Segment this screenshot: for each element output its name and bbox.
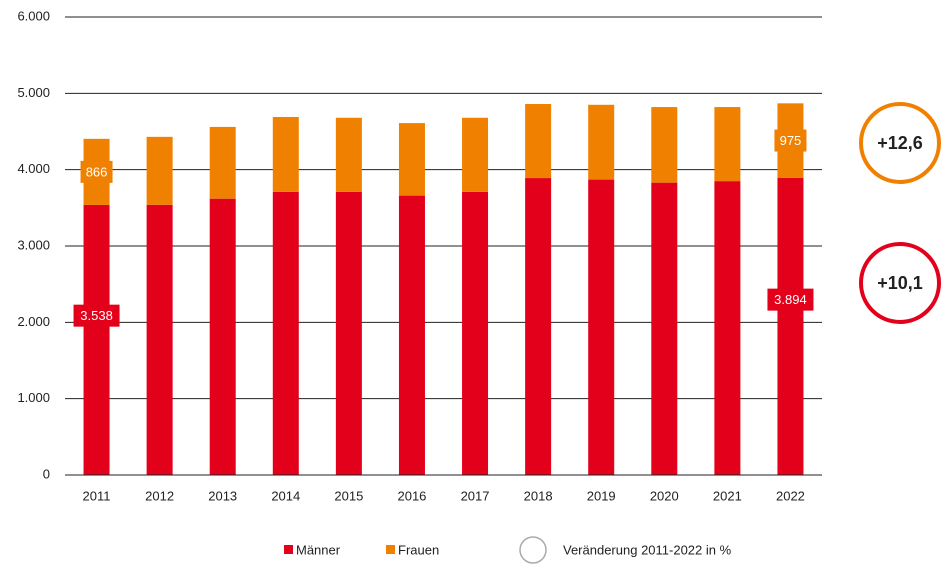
value-label-box [80, 160, 113, 183]
bar-segment [398, 123, 425, 196]
x-tick-label: 2021 [713, 488, 742, 503]
legend-label: Männer [296, 542, 341, 557]
bar-segment [83, 204, 110, 475]
x-tick-label: 2017 [461, 488, 490, 503]
legend-circle [519, 536, 547, 564]
y-tick-label: 1.000 [17, 390, 50, 405]
legend-swatch [284, 545, 293, 554]
x-tick-label: 2018 [524, 488, 553, 503]
annotation-circle [859, 242, 941, 324]
y-tick-label: 0 [43, 466, 50, 481]
bar-segment [272, 116, 299, 192]
x-tick-label: 2013 [208, 488, 237, 503]
bar-segment [588, 179, 615, 475]
annotation-circle [859, 102, 941, 184]
value-label: 866 [86, 164, 108, 179]
bar-segment [272, 191, 299, 475]
x-tick-label: 2014 [271, 488, 300, 503]
bar-segment [651, 107, 678, 183]
bar-segment [146, 136, 173, 205]
bar-segment [335, 191, 362, 475]
bar-segment [146, 204, 173, 475]
value-label-box [774, 129, 807, 152]
legend-swatch [386, 545, 395, 554]
x-tick-label: 2012 [145, 488, 174, 503]
bar-segment [651, 182, 678, 476]
y-tick-label: 5.000 [17, 85, 50, 100]
x-tick-label: 2015 [334, 488, 363, 503]
value-label: 3.538 [80, 308, 113, 323]
bar-segment [525, 104, 552, 179]
x-tick-label: 2019 [587, 488, 616, 503]
value-label-box [73, 304, 120, 327]
y-tick-label: 4.000 [17, 161, 50, 176]
bar-segment [335, 117, 362, 192]
bar-segment [209, 126, 236, 199]
value-label: 3.894 [774, 292, 807, 307]
bar-segment [588, 104, 615, 180]
bar-segment [777, 177, 804, 475]
y-tick-label: 6.000 [17, 8, 50, 23]
bar-segment [462, 117, 489, 192]
x-tick-label: 2011 [83, 488, 111, 503]
bar-segment [714, 181, 741, 475]
bar-segment [714, 107, 741, 182]
value-label: 975 [780, 133, 802, 148]
bar-segment [209, 198, 236, 475]
legend-note: Veränderung 2011-2022 in % [563, 542, 732, 557]
x-tick-label: 2020 [650, 488, 679, 503]
annotation: +12,6 [877, 133, 923, 153]
bar-segment [398, 195, 425, 475]
y-tick-label: 2.000 [17, 314, 50, 329]
value-label-box [767, 288, 814, 311]
y-tick-label: 3.000 [17, 237, 50, 252]
bar-segment [525, 178, 552, 475]
annotation: +10,1 [877, 273, 923, 293]
bar-segment [462, 191, 489, 475]
legend-label: Frauen [398, 542, 439, 557]
x-tick-label: 2022 [776, 488, 805, 503]
x-tick-label: 2016 [397, 488, 426, 503]
